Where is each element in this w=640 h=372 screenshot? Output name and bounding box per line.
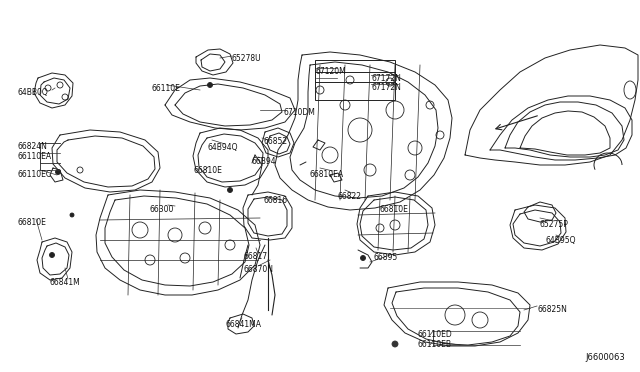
Text: 66841M: 66841M: [50, 278, 81, 287]
Text: 66B94: 66B94: [252, 157, 276, 166]
Circle shape: [360, 256, 365, 260]
Text: 6710DM: 6710DM: [284, 108, 316, 117]
Text: 65278U: 65278U: [232, 54, 262, 63]
Text: 66110E: 66110E: [152, 84, 181, 93]
Text: 66822: 66822: [338, 192, 362, 201]
Text: 66810E: 66810E: [193, 166, 222, 175]
Text: 66810E: 66810E: [380, 205, 409, 214]
Text: 64B95Q: 64B95Q: [546, 236, 577, 245]
Text: 66816: 66816: [264, 196, 288, 205]
Circle shape: [227, 187, 232, 192]
Circle shape: [49, 253, 54, 257]
Text: 67172N: 67172N: [371, 74, 401, 83]
Text: 64B94Q: 64B94Q: [207, 143, 237, 152]
Text: 65275P: 65275P: [540, 220, 569, 229]
Text: J6600063: J6600063: [585, 353, 625, 362]
Text: 66817: 66817: [244, 252, 268, 261]
Text: 66300: 66300: [150, 205, 174, 214]
Circle shape: [56, 170, 61, 174]
Text: 64BB0Q: 64BB0Q: [18, 88, 49, 97]
Circle shape: [207, 83, 212, 87]
Text: 66824N: 66824N: [18, 142, 48, 151]
Text: 66110EA: 66110EA: [18, 152, 52, 161]
Text: 66110EB: 66110EB: [418, 340, 452, 349]
Text: 66110EC: 66110EC: [18, 170, 52, 179]
Text: 66895: 66895: [374, 253, 398, 262]
Text: 66841MA: 66841MA: [225, 320, 261, 329]
Text: 66810E: 66810E: [18, 218, 47, 227]
Text: 67120M: 67120M: [316, 67, 347, 76]
Circle shape: [70, 213, 74, 217]
Circle shape: [392, 341, 398, 347]
Text: 66870N: 66870N: [244, 265, 274, 274]
Text: 66852: 66852: [263, 137, 287, 146]
Bar: [315, 60, 395, 100]
Text: 66825N: 66825N: [538, 305, 568, 314]
Text: 66110ED: 66110ED: [418, 330, 452, 339]
Text: 66810EA: 66810EA: [310, 170, 344, 179]
Text: 67172N: 67172N: [371, 83, 401, 92]
